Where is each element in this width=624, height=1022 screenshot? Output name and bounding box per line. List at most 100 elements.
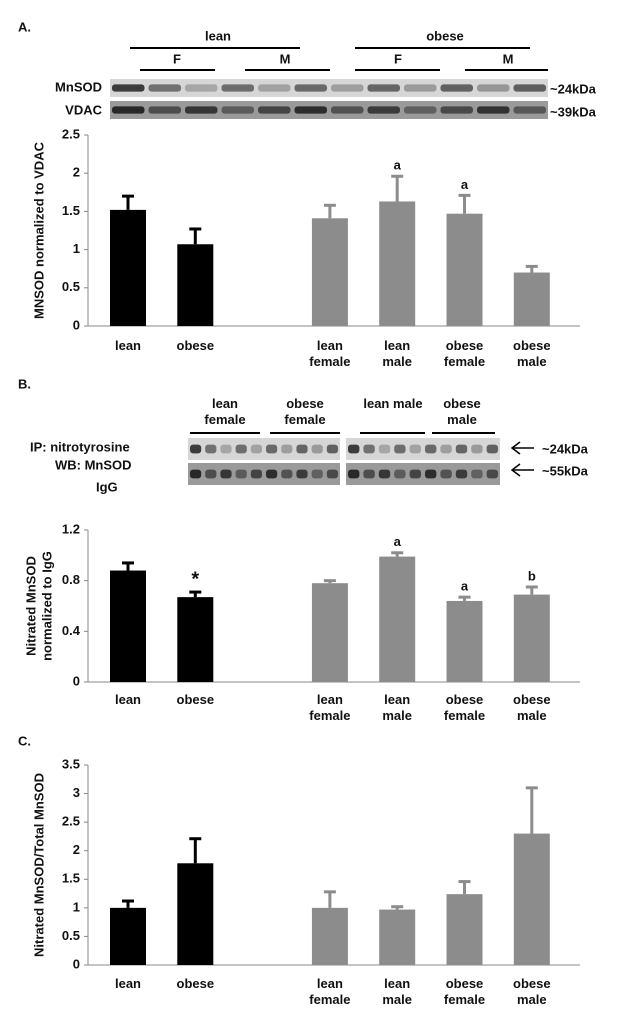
panel-label: A. (18, 19, 31, 34)
annotation: a (394, 534, 402, 549)
blot-band (296, 469, 308, 479)
blot-band (378, 469, 391, 479)
blot-band (258, 84, 291, 92)
annotation: a (394, 158, 402, 173)
y-tick-label: 1 (73, 899, 80, 914)
x-tick-label: obese male (513, 692, 551, 723)
y-tick-label: 0.4 (62, 623, 81, 638)
blot-band (258, 106, 291, 114)
bar (513, 272, 550, 326)
x-tick-label: obese male (513, 976, 551, 1007)
blot-band (348, 469, 360, 479)
blot-band (221, 106, 254, 114)
x-tick-label: lean male (382, 338, 412, 369)
bar (177, 597, 214, 682)
blot-band (455, 469, 468, 479)
blot-band (294, 106, 327, 114)
x-tick-label: lean (114, 976, 141, 991)
annotation: a (461, 177, 469, 192)
blot-row-label: IgG (96, 479, 118, 494)
bar (446, 894, 483, 965)
bar (513, 594, 550, 682)
annotation: b (528, 568, 536, 583)
blot-band (185, 106, 218, 114)
blot-band (221, 84, 254, 92)
blot-band (440, 106, 473, 114)
y-tick-label: 0 (73, 956, 80, 971)
y-axis-label: normalized to IgG (39, 551, 54, 661)
blot-band (311, 469, 323, 479)
y-tick-label: 0.8 (62, 572, 80, 587)
x-tick-label: lean (114, 338, 141, 353)
group-label: obese (426, 28, 464, 43)
sex-label: M (503, 51, 514, 66)
blot-band (471, 444, 483, 454)
y-tick-label: 1.5 (62, 871, 80, 886)
blot-band (250, 444, 262, 454)
blot-band (409, 444, 421, 454)
bar (379, 909, 416, 965)
blot-band (112, 84, 145, 92)
blot-band (513, 106, 546, 114)
blot-band (296, 444, 308, 454)
blot-background (346, 463, 500, 485)
bar (311, 218, 348, 326)
group-label: lean (205, 28, 231, 43)
bar (446, 600, 483, 682)
blot-background (188, 438, 340, 460)
blot-band (190, 469, 202, 479)
blot-band (311, 444, 323, 454)
blot-row-label: VDAC (65, 102, 102, 117)
blot-band (440, 84, 473, 92)
y-axis-label: MNSOD normalized to VDAC (31, 141, 46, 319)
sex-label: F (173, 51, 181, 66)
blot-band (404, 106, 437, 114)
x-tick-label: obese female (443, 692, 486, 723)
blot-band (266, 469, 278, 479)
blot-band (409, 469, 421, 479)
y-tick-label: 2.5 (62, 126, 80, 141)
blot-background (110, 101, 548, 119)
blot-band (235, 469, 247, 479)
blot-size-label: ~24kDa (542, 441, 589, 456)
y-axis-label: Nitrated MnSOD (23, 556, 38, 656)
blot-band (266, 444, 278, 454)
blot-band (363, 444, 375, 454)
group-label: obese male (443, 396, 481, 427)
blot-band (250, 469, 262, 479)
blot-band (404, 84, 437, 92)
x-tick-label: lean female (309, 338, 351, 369)
blot-band (367, 84, 400, 92)
blot-band (205, 469, 217, 479)
panel-label: B. (18, 376, 31, 391)
blot-band (190, 444, 202, 454)
bar (311, 583, 348, 682)
blot-band (205, 444, 217, 454)
y-tick-label: 2.5 (62, 814, 80, 829)
y-tick-label: 0.5 (62, 279, 80, 294)
y-tick-label: 0.5 (62, 928, 80, 943)
group-label: lean male (363, 396, 423, 411)
arrow-head (510, 463, 521, 477)
blot-band (477, 106, 510, 114)
blot-band (281, 469, 293, 479)
x-tick-label: obese female (443, 976, 486, 1007)
x-tick-label: lean male (382, 692, 412, 723)
blot-band (331, 106, 364, 114)
x-tick-label: obese male (513, 338, 551, 369)
blot-band (363, 469, 375, 479)
x-tick-label: obese (176, 338, 215, 353)
x-tick-label: obese (176, 976, 215, 991)
blot-row-label: WB: MnSOD (55, 457, 132, 472)
annotation: a (461, 579, 469, 594)
blot-band (235, 444, 247, 454)
blot-band (326, 444, 338, 454)
blot-band (425, 444, 437, 454)
bar (110, 209, 146, 326)
y-tick-label: 0 (73, 317, 80, 332)
y-tick-label: 3.5 (62, 756, 80, 771)
blot-size-label: ~55kDa (542, 463, 589, 478)
blot-band (185, 84, 218, 92)
y-tick-label: 3 (73, 785, 80, 800)
